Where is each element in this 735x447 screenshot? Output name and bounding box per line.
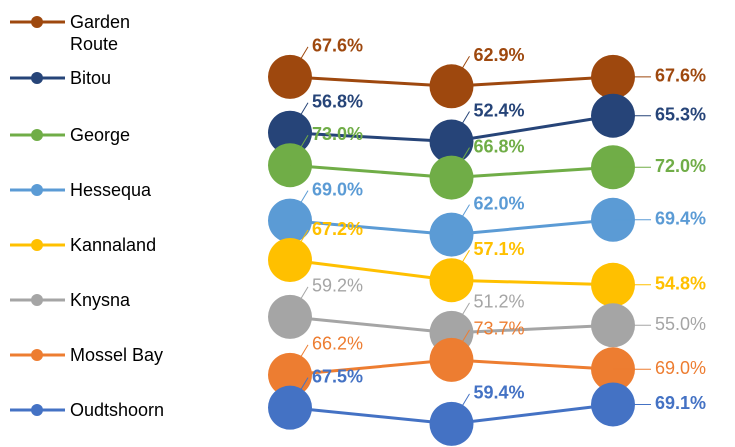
data-label: 55.0% <box>655 314 706 334</box>
legend-marker <box>31 184 43 196</box>
data-label: 59.2% <box>312 276 363 296</box>
data-label: 54.8% <box>655 274 706 294</box>
legend-label: Kannaland <box>70 235 157 255</box>
leader-line <box>289 134 309 166</box>
data-label: 69.1% <box>655 393 706 413</box>
data-label: 66.8% <box>474 136 525 156</box>
leader-line <box>289 344 309 376</box>
legend-marker <box>31 72 43 84</box>
leader-line <box>289 286 309 318</box>
legend-marker <box>31 349 43 361</box>
data-label: 67.6% <box>312 36 363 56</box>
legend-marker <box>31 294 43 306</box>
data-label: 62.0% <box>474 193 525 213</box>
leader-line <box>451 249 470 281</box>
legend-label: Oudtshoorn <box>70 400 165 420</box>
data-label: 66.2% <box>312 334 363 354</box>
leader-line <box>451 329 470 361</box>
leader-line <box>289 102 309 133</box>
legend-marker <box>31 129 43 141</box>
legend-marker <box>31 239 43 251</box>
data-label: 69.0% <box>312 179 363 199</box>
leader-line <box>289 46 309 78</box>
leader-line <box>289 377 309 408</box>
leader-line <box>289 229 309 261</box>
data-label: 73.7% <box>474 319 525 339</box>
data-label: 56.8% <box>312 91 363 111</box>
data-label: 67.5% <box>312 366 363 386</box>
data-label: 67.2% <box>312 219 363 239</box>
legend-marker <box>31 16 43 28</box>
data-label: 57.1% <box>474 239 525 259</box>
leader-line <box>451 393 470 425</box>
legend-label: Mossel Bay <box>70 345 164 365</box>
data-label: 59.4% <box>474 383 525 403</box>
legend-label: Knysna <box>70 290 131 310</box>
data-label: 65.3% <box>655 104 706 124</box>
legend-label: Bitou <box>70 68 112 88</box>
legend-label: George <box>70 125 131 145</box>
leader-line <box>451 56 470 87</box>
data-label: 67.6% <box>655 66 706 86</box>
data-label: 62.9% <box>474 45 525 65</box>
leader-line <box>451 111 470 142</box>
legend-label: Garden Route <box>70 12 131 54</box>
leader-line <box>289 190 309 221</box>
leader-line <box>451 147 470 178</box>
legend-marker <box>31 404 43 416</box>
data-label: 69.0% <box>655 358 706 378</box>
leader-line <box>451 204 470 235</box>
legend-label: Hessequa <box>70 180 152 200</box>
data-label: 69.4% <box>655 209 706 229</box>
data-label: 51.2% <box>474 292 525 312</box>
data-label: 73.0% <box>312 124 363 144</box>
data-label: 52.4% <box>474 100 525 120</box>
leader-line <box>451 302 470 334</box>
data-label: 72.0% <box>655 156 706 176</box>
